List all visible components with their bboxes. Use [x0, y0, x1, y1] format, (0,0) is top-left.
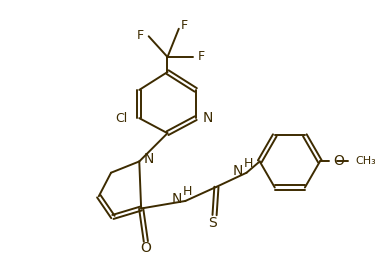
Text: O: O [333, 155, 344, 168]
Text: N: N [144, 152, 154, 166]
Text: N: N [202, 111, 213, 125]
Text: F: F [137, 29, 144, 42]
Text: H: H [183, 185, 192, 198]
Text: S: S [208, 216, 217, 230]
Text: CH₃: CH₃ [356, 156, 375, 167]
Text: F: F [198, 51, 205, 64]
Text: H: H [244, 157, 253, 170]
Text: N: N [232, 164, 243, 178]
Text: O: O [140, 241, 151, 255]
Text: Cl: Cl [116, 112, 128, 125]
Text: N: N [171, 192, 182, 206]
Text: F: F [181, 19, 188, 32]
